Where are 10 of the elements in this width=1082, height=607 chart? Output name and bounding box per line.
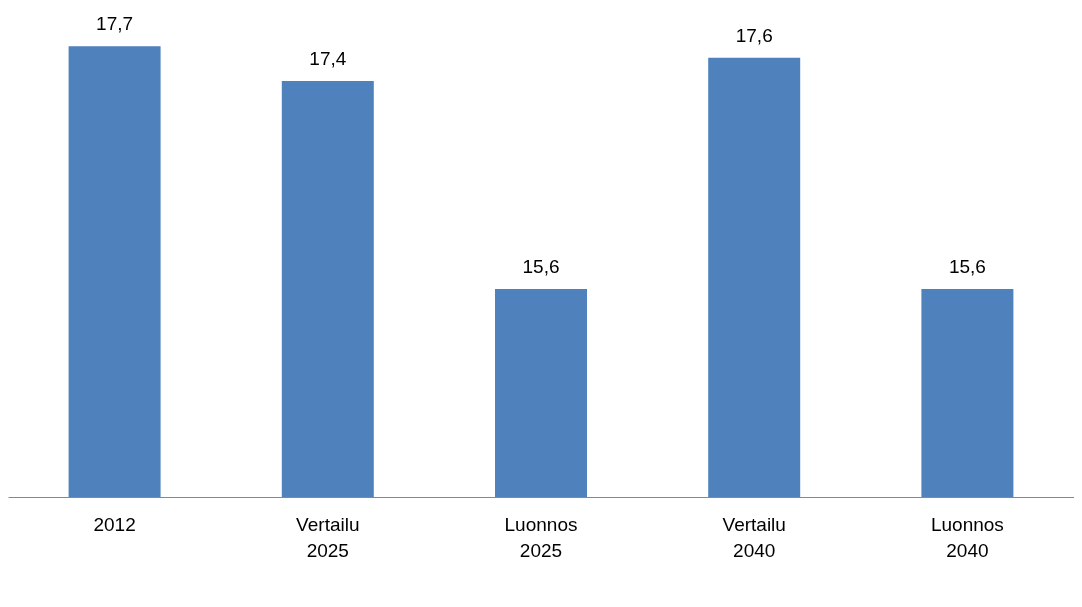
- data-label: 17,7: [96, 13, 134, 35]
- data-label: 15,6: [522, 255, 560, 277]
- x-tick-label: Vertailu 2025: [296, 513, 360, 561]
- data-label: 17,4: [309, 47, 347, 69]
- x-tick-label: Vertailu 2040: [722, 513, 786, 561]
- data-label: 17,6: [735, 24, 773, 46]
- x-tick-label: 2012: [93, 513, 136, 535]
- data-label: 15,6: [948, 255, 986, 277]
- x-tick-label: Luonnos 2040: [930, 513, 1004, 561]
- x-tick-label: Luonnos 2025: [504, 513, 578, 561]
